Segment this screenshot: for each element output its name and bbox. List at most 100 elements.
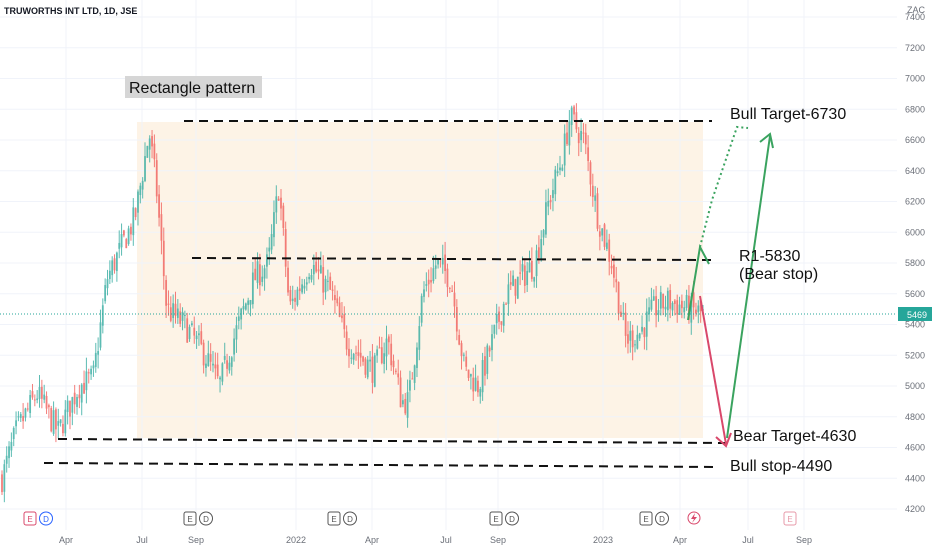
candle xyxy=(641,315,643,335)
candle xyxy=(383,342,386,374)
candle xyxy=(451,285,454,293)
earnings-marker[interactable]: E xyxy=(327,511,341,526)
candle xyxy=(226,353,228,377)
price-axis[interactable]: ZAC 4200 4400 4600 4800 5000 5200 5400 5600 5800… xyxy=(905,5,926,514)
svg-text:D: D xyxy=(347,515,353,524)
earnings-marker[interactable]: E xyxy=(783,511,797,526)
candle xyxy=(488,345,491,357)
candle xyxy=(472,367,475,401)
candle xyxy=(645,298,648,351)
bull-target-path xyxy=(726,135,771,439)
candle xyxy=(638,332,641,341)
candle xyxy=(477,375,479,397)
candle xyxy=(378,336,381,349)
candle xyxy=(683,300,686,319)
candle xyxy=(521,256,524,281)
candle xyxy=(284,221,287,278)
candle xyxy=(258,253,261,296)
time-axis[interactable]: Apr Jul Sep 2022 Apr Jul Sep 2023 Apr Jul Sep xyxy=(59,535,812,545)
dividend-marker[interactable]: D xyxy=(655,511,669,526)
candle xyxy=(608,233,611,276)
candle xyxy=(498,306,500,330)
candle xyxy=(657,299,660,322)
candle xyxy=(106,269,109,296)
candle xyxy=(390,334,393,372)
candle xyxy=(118,230,121,259)
svg-text:E: E xyxy=(643,515,648,524)
candle xyxy=(336,290,339,307)
candle xyxy=(575,103,578,133)
candle xyxy=(289,285,292,305)
candle xyxy=(153,134,156,168)
candle xyxy=(512,270,514,287)
candle xyxy=(134,207,137,221)
candle xyxy=(38,374,41,408)
price-tick-label: 7000 xyxy=(905,74,925,84)
candle xyxy=(212,351,214,373)
price-tick-label: 7200 xyxy=(905,43,925,53)
r1-bear-stop-line[interactable] xyxy=(191,257,713,261)
candle xyxy=(425,272,428,292)
bull-stop-line[interactable] xyxy=(43,462,719,468)
candle xyxy=(631,324,634,361)
svg-text:E: E xyxy=(787,515,792,524)
dividend-marker[interactable]: D xyxy=(199,511,213,526)
candle xyxy=(516,276,519,300)
candle xyxy=(589,160,592,197)
candle xyxy=(514,278,517,304)
grid xyxy=(0,0,897,530)
candle xyxy=(465,350,468,372)
candle xyxy=(200,322,203,346)
candle xyxy=(364,357,367,379)
dividend-lightning-icon[interactable] xyxy=(687,511,701,525)
candle xyxy=(188,324,191,342)
candle xyxy=(655,285,658,328)
candle xyxy=(76,394,78,415)
candle xyxy=(582,123,585,144)
candle xyxy=(193,316,196,344)
candle xyxy=(209,343,212,371)
candle xyxy=(8,441,10,468)
candle xyxy=(315,252,318,274)
earnings-marker[interactable]: E xyxy=(183,511,197,526)
candle xyxy=(486,343,489,380)
candle xyxy=(235,316,238,353)
candle xyxy=(59,419,62,427)
candle xyxy=(373,352,376,388)
price-tick-label: 5000 xyxy=(905,381,925,391)
candle xyxy=(298,276,301,300)
dividend-marker[interactable]: D xyxy=(505,511,519,526)
earnings-marker[interactable]: E xyxy=(639,511,653,526)
candle xyxy=(662,293,665,316)
candle xyxy=(296,286,299,307)
candle xyxy=(568,110,571,155)
earnings-marker[interactable]: E xyxy=(23,511,37,526)
candle xyxy=(469,373,472,390)
time-tick-label: Jul xyxy=(440,535,452,545)
candle xyxy=(228,356,231,374)
candle xyxy=(620,304,622,318)
candle xyxy=(348,338,350,368)
time-tick-label: Jul xyxy=(742,535,754,545)
rectangle-bottom-line[interactable] xyxy=(57,438,727,444)
candle xyxy=(282,202,285,236)
candle xyxy=(341,301,343,323)
time-tick-label: Sep xyxy=(490,535,506,545)
candle xyxy=(695,302,697,317)
candle xyxy=(144,142,146,183)
candle xyxy=(505,302,507,305)
dividend-marker[interactable]: D xyxy=(343,511,357,526)
earnings-marker[interactable]: E xyxy=(489,511,503,526)
candle xyxy=(317,257,320,280)
candle xyxy=(99,309,102,351)
candle xyxy=(183,310,186,329)
dividend-marker[interactable]: D xyxy=(39,511,53,526)
candle xyxy=(613,255,615,288)
candle xyxy=(545,189,547,238)
candle xyxy=(66,395,69,425)
candle xyxy=(270,224,273,255)
candle xyxy=(659,285,662,316)
candle xyxy=(556,163,559,177)
